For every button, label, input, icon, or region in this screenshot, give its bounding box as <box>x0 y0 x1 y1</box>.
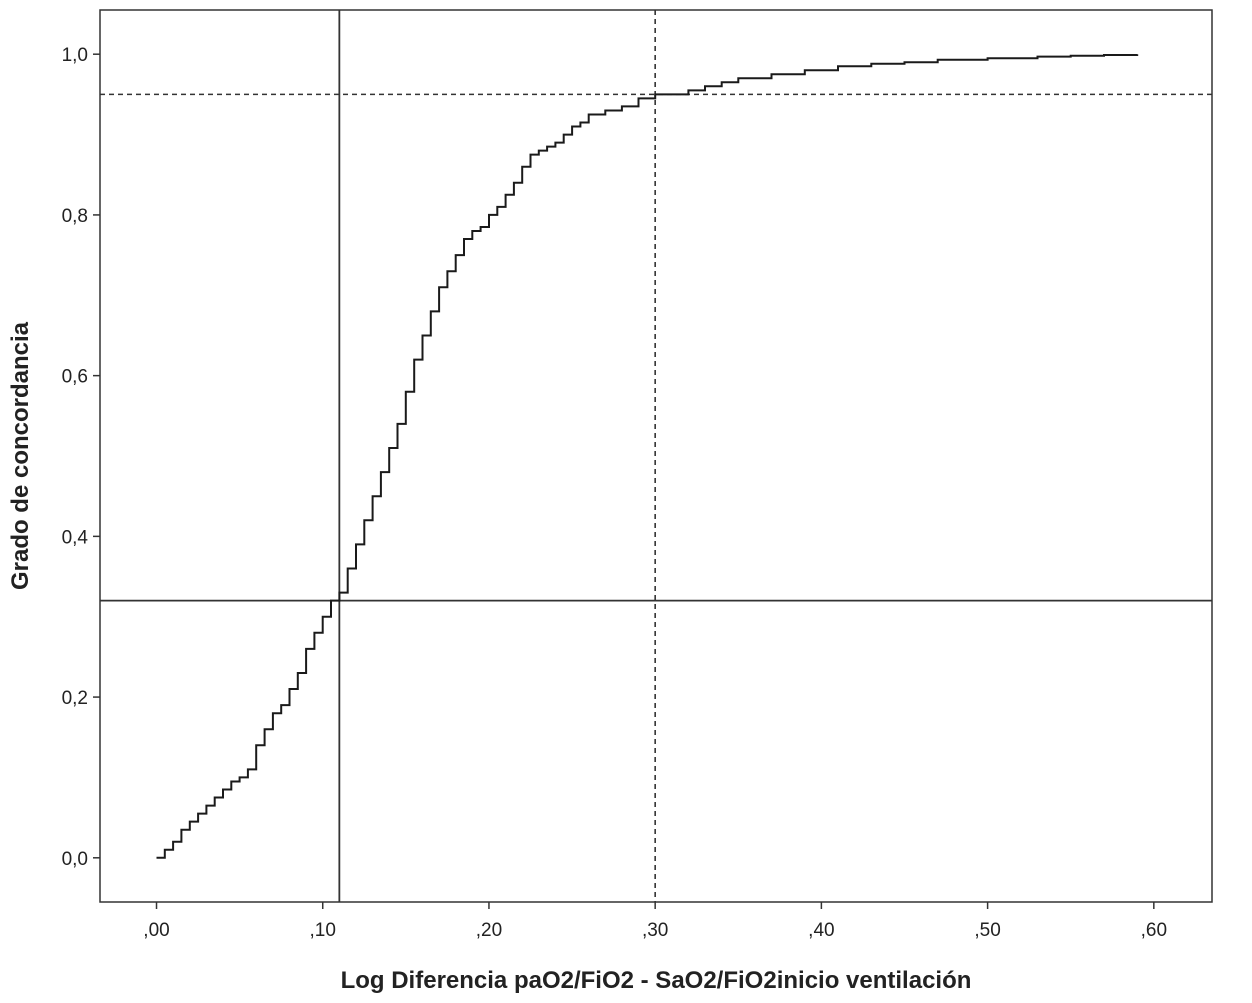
y-axis-label: Grado de concordancia <box>7 321 34 590</box>
x-axis-ticks: ,00 ,10 ,20 ,30 ,40 ,50 ,60 <box>143 902 1167 941</box>
y-tick-label: 0,0 <box>62 849 88 870</box>
y-tick-label: 1,0 <box>62 45 88 66</box>
y-tick-label: 0,6 <box>62 367 88 388</box>
y-tick-label: 0,4 <box>62 527 89 548</box>
x-tick-label: ,40 <box>808 920 834 941</box>
series-layer <box>156 54 1139 859</box>
concordance-curve <box>156 54 1139 859</box>
y-tick-label: 0,8 <box>62 206 88 227</box>
reference-lines <box>100 10 1212 902</box>
y-axis-ticks: 0,0 0,2 0,4 0,6 0,8 1,0 <box>62 45 100 870</box>
x-tick-label: ,20 <box>476 920 502 941</box>
x-tick-label: ,00 <box>143 920 169 941</box>
x-tick-label: ,10 <box>310 920 336 941</box>
x-tick-label: ,30 <box>642 920 668 941</box>
plot-frame <box>99 9 1213 903</box>
x-tick-label: ,60 <box>1141 920 1167 941</box>
x-tick-label: ,50 <box>974 920 1000 941</box>
y-tick-label: 0,2 <box>62 688 88 709</box>
x-axis-label: Log Diferencia paO2/FiO2 - SaO2/FiO2inic… <box>341 967 972 994</box>
